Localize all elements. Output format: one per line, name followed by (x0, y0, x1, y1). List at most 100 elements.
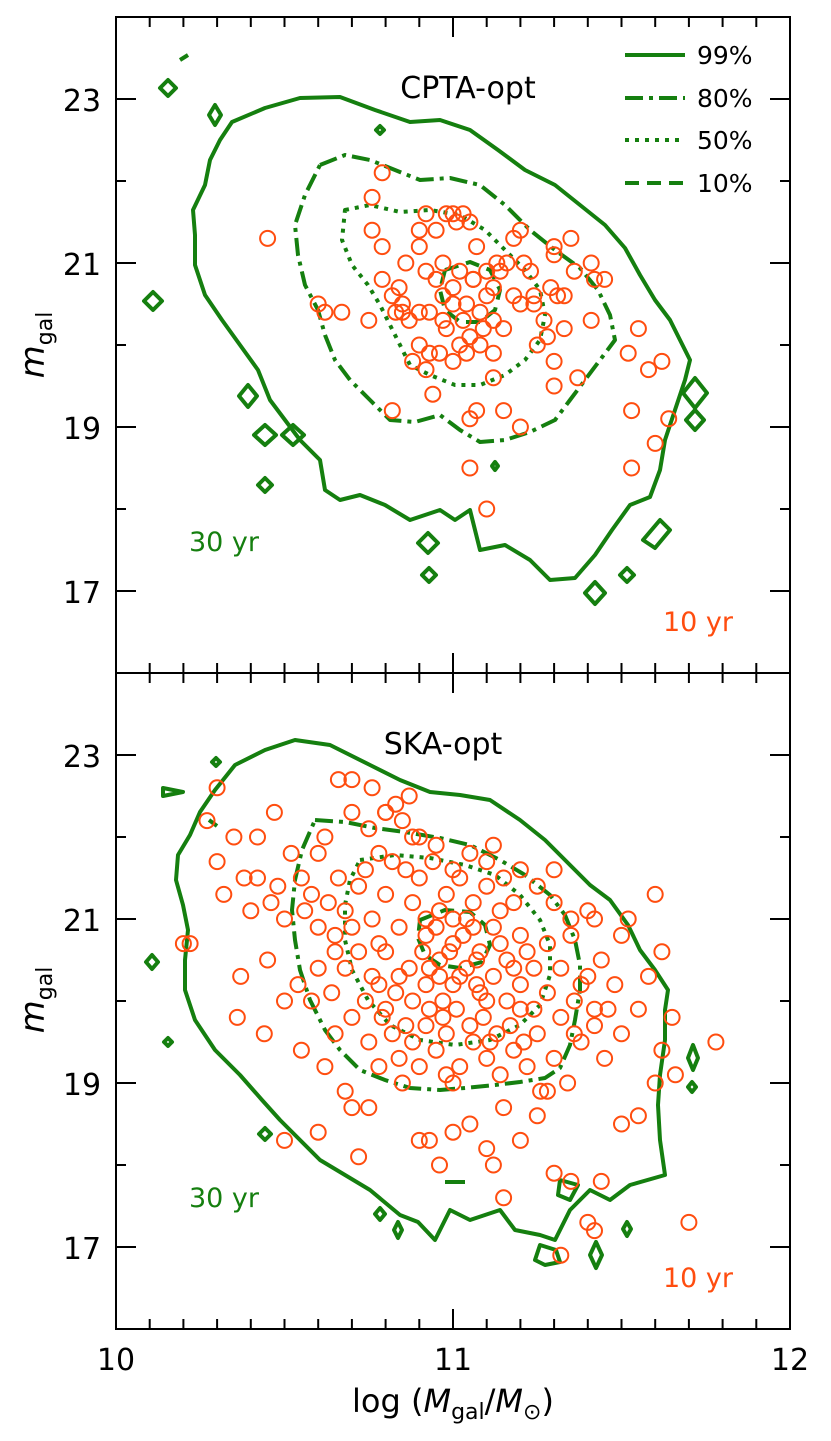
data-point (427, 270, 445, 288)
data-point (491, 902, 509, 920)
data-point (363, 910, 381, 928)
data-point (511, 926, 529, 944)
data-point (383, 402, 401, 420)
data-point (451, 1058, 469, 1076)
data-point (363, 779, 381, 797)
data-point (393, 812, 411, 830)
data-point (511, 1131, 529, 1149)
data-point (431, 951, 448, 969)
legend-label-80: 80% (697, 84, 753, 113)
data-point (410, 828, 428, 846)
y-axis-label-cpta: mgal (13, 312, 58, 379)
panel-title-cpta: CPTA-opt (400, 71, 536, 106)
data-point (528, 1107, 546, 1125)
data-point (646, 1074, 664, 1092)
data-point (336, 1082, 354, 1100)
data-point (623, 459, 641, 477)
data-point (343, 918, 361, 936)
data-point (404, 828, 422, 846)
data-point (562, 229, 580, 247)
data-point (225, 828, 243, 846)
data-point (555, 320, 573, 338)
data-point (552, 1008, 570, 1026)
data-point (350, 877, 368, 895)
data-point (397, 254, 415, 272)
ticks-cpta (115, 16, 791, 674)
contour-99-cpta-island (252, 423, 278, 447)
data-point (582, 311, 600, 329)
data-point (586, 1017, 603, 1035)
data-point (599, 1000, 617, 1018)
data-point (619, 344, 637, 362)
data-point (629, 320, 647, 338)
data-point (404, 352, 422, 370)
data-point (370, 1058, 388, 1076)
data-point (451, 869, 469, 887)
y-tick-label: 17 (63, 576, 101, 611)
legend-label-10: 10% (697, 169, 753, 198)
data-point (400, 311, 418, 329)
legend: 99% 80% 50% 10% (625, 41, 753, 198)
data-point (377, 803, 395, 821)
contour-99-cpta-island (583, 580, 607, 606)
data-point (468, 402, 486, 420)
y-axis-label-ska: mgal (13, 967, 58, 1034)
data-point (417, 205, 435, 223)
data-point (208, 779, 226, 797)
data-point (420, 1131, 438, 1149)
x-tick-label: 11 (434, 1343, 472, 1378)
data-point (565, 262, 583, 280)
data-point (454, 311, 472, 329)
y-tick-label: 21 (63, 248, 101, 283)
data-point (471, 943, 489, 961)
data-point (400, 959, 418, 977)
contour-99-cpta-island (256, 476, 274, 494)
data-point (505, 959, 523, 977)
data-point (400, 787, 418, 805)
data-point (478, 877, 496, 895)
data-point (495, 402, 513, 420)
data-point (309, 1123, 327, 1141)
data-point (555, 287, 573, 305)
data-point (511, 1000, 529, 1018)
data-point (289, 976, 307, 994)
data-point (640, 361, 657, 379)
ticks-ska (115, 672, 791, 1330)
data-point (501, 1017, 519, 1035)
data-point (454, 926, 472, 944)
data-point (373, 164, 391, 182)
contour-99-cpta-island (641, 518, 672, 550)
data-point (468, 951, 486, 969)
data-point (390, 1049, 408, 1067)
data-point (545, 377, 563, 395)
data-point (259, 951, 277, 969)
data-point (397, 1017, 415, 1035)
data-point (303, 992, 320, 1010)
data-point (265, 803, 283, 821)
contour-99-cpta-island (374, 124, 386, 136)
data-point (427, 836, 445, 854)
data-point (660, 410, 678, 428)
data-point (478, 992, 496, 1010)
data-point (417, 1017, 435, 1035)
data-point (498, 254, 516, 272)
data-point (545, 861, 563, 879)
data-point (545, 894, 563, 912)
y-tick-label: 19 (63, 412, 101, 447)
data-point (350, 943, 368, 961)
data-point (481, 1033, 499, 1051)
data-point (478, 1140, 496, 1158)
data-point (478, 853, 496, 871)
data-point (505, 894, 523, 912)
data-point (518, 943, 536, 961)
data-point (232, 967, 250, 985)
data-point (596, 270, 614, 288)
data-point (434, 254, 452, 272)
data-point (420, 303, 438, 321)
data-point (552, 959, 570, 977)
data-point (586, 1000, 603, 1018)
contour-99-cpta-island (280, 423, 306, 447)
contour-99-ska-island (373, 1206, 387, 1222)
data-point (451, 336, 469, 354)
data-point (343, 1008, 361, 1026)
